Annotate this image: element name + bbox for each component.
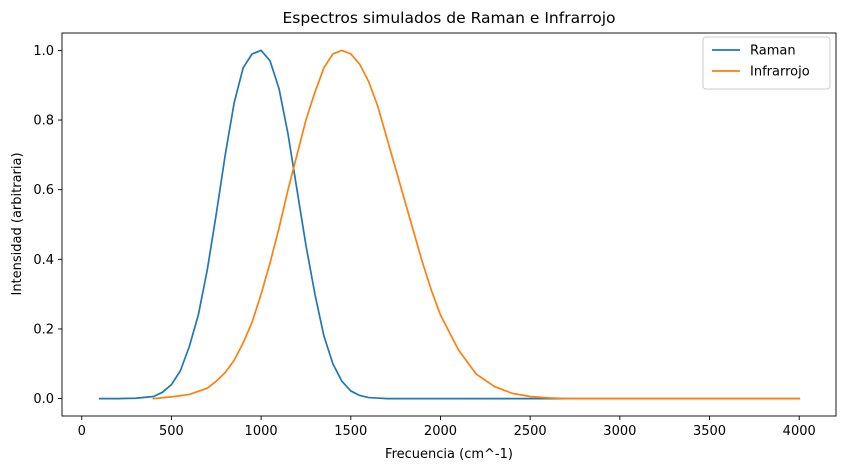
- legend: Raman Infrarrojo: [702, 36, 831, 90]
- x-tick-label: 0: [78, 424, 86, 439]
- x-axis-label: Frecuencia (cm^-1): [385, 447, 513, 462]
- chart-title: Espectros simulados de Raman e Infrarroj…: [283, 9, 616, 27]
- y-tick-label: 0.2: [33, 322, 54, 337]
- series-line-2: [152, 49, 801, 400]
- x-tick-label: 2000: [424, 424, 457, 439]
- x-tick-label: 3000: [603, 424, 636, 439]
- y-tick-label: 0.0: [33, 392, 54, 407]
- x-tick-label: 2500: [514, 424, 547, 439]
- x-tick-label: 3500: [693, 424, 726, 439]
- x-tick-label: 500: [159, 424, 184, 439]
- x-tick-label: 1500: [334, 424, 367, 439]
- series-layer: [98, 49, 801, 400]
- y-axis-label: Intensidad (arbitraria): [10, 152, 25, 295]
- plot-frame: [61, 32, 837, 417]
- y-tick-label: 0.6: [33, 183, 54, 198]
- y-tick-label: 0.4: [33, 253, 54, 268]
- y-tick-label: 1.0: [33, 44, 54, 59]
- series-line-1: [98, 49, 801, 400]
- x-tick-label: 4000: [783, 424, 816, 439]
- x-axis: 0 500 1000 1500 2000 2500 3000 3500 4000: [78, 416, 816, 439]
- x-tick-label: 1000: [245, 424, 278, 439]
- legend-label: Raman: [750, 44, 796, 59]
- y-tick-label: 0.8: [33, 114, 54, 129]
- legend-label: Infrarrojo: [750, 65, 810, 80]
- y-axis: 0.0 0.2 0.4 0.6 0.8 1.0: [33, 44, 62, 407]
